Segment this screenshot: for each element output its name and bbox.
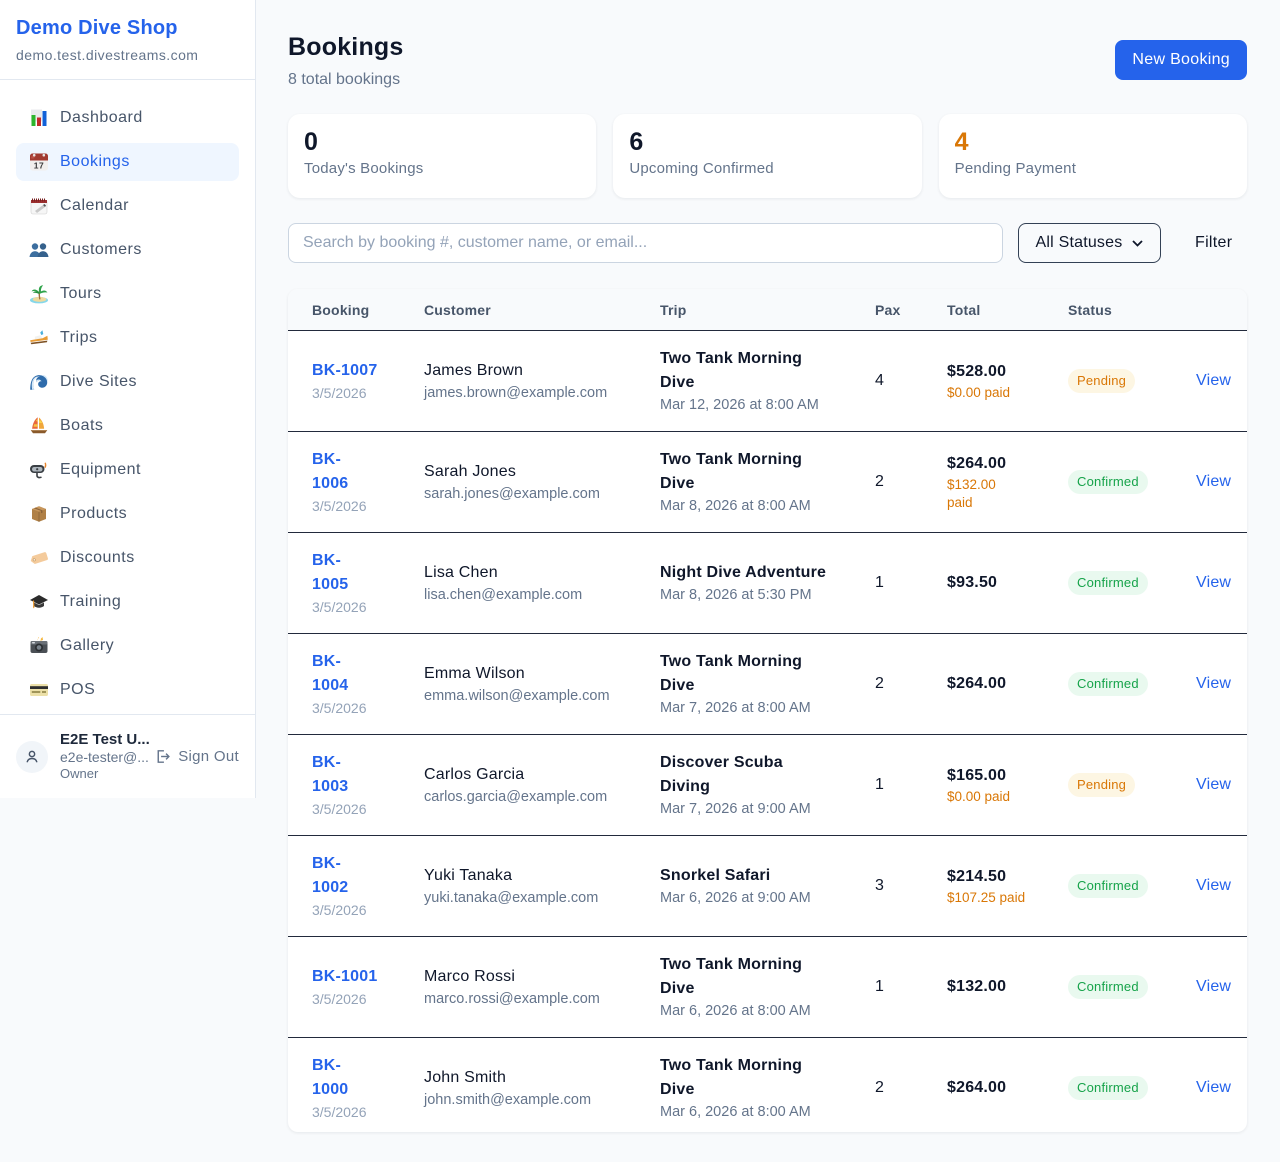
- svg-text:17: 17: [34, 160, 44, 170]
